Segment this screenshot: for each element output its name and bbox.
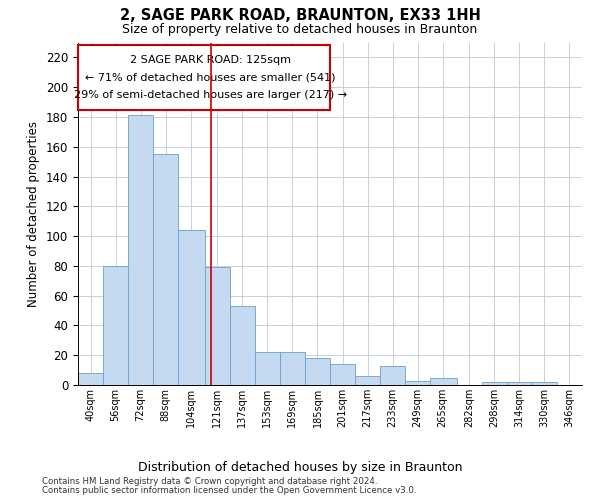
Bar — [532, 382, 557, 385]
Bar — [255, 352, 280, 385]
Text: ← 71% of detached houses are smaller (541): ← 71% of detached houses are smaller (54… — [85, 72, 335, 83]
Bar — [178, 230, 205, 385]
Bar — [280, 352, 305, 385]
Text: Size of property relative to detached houses in Braunton: Size of property relative to detached ho… — [122, 22, 478, 36]
Text: 29% of semi-detached houses are larger (217) →: 29% of semi-detached houses are larger (… — [74, 90, 347, 101]
Text: 2, SAGE PARK ROAD, BRAUNTON, EX33 1HH: 2, SAGE PARK ROAD, BRAUNTON, EX33 1HH — [119, 8, 481, 22]
Bar — [230, 306, 255, 385]
Bar — [205, 268, 230, 385]
Bar — [405, 380, 430, 385]
Text: 2 SAGE PARK ROAD: 125sqm: 2 SAGE PARK ROAD: 125sqm — [130, 54, 291, 64]
Text: Contains HM Land Registry data © Crown copyright and database right 2024.: Contains HM Land Registry data © Crown c… — [42, 477, 377, 486]
Bar — [355, 376, 380, 385]
Text: Distribution of detached houses by size in Braunton: Distribution of detached houses by size … — [138, 461, 462, 474]
Bar — [103, 266, 128, 385]
Y-axis label: Number of detached properties: Number of detached properties — [28, 120, 40, 306]
FancyBboxPatch shape — [78, 46, 330, 110]
Bar — [482, 382, 507, 385]
Text: Contains public sector information licensed under the Open Government Licence v3: Contains public sector information licen… — [42, 486, 416, 495]
Bar — [128, 116, 153, 385]
Bar — [305, 358, 330, 385]
Bar — [380, 366, 405, 385]
Bar — [153, 154, 178, 385]
Bar — [507, 382, 532, 385]
Bar — [430, 378, 457, 385]
Bar — [78, 373, 103, 385]
Bar — [330, 364, 355, 385]
